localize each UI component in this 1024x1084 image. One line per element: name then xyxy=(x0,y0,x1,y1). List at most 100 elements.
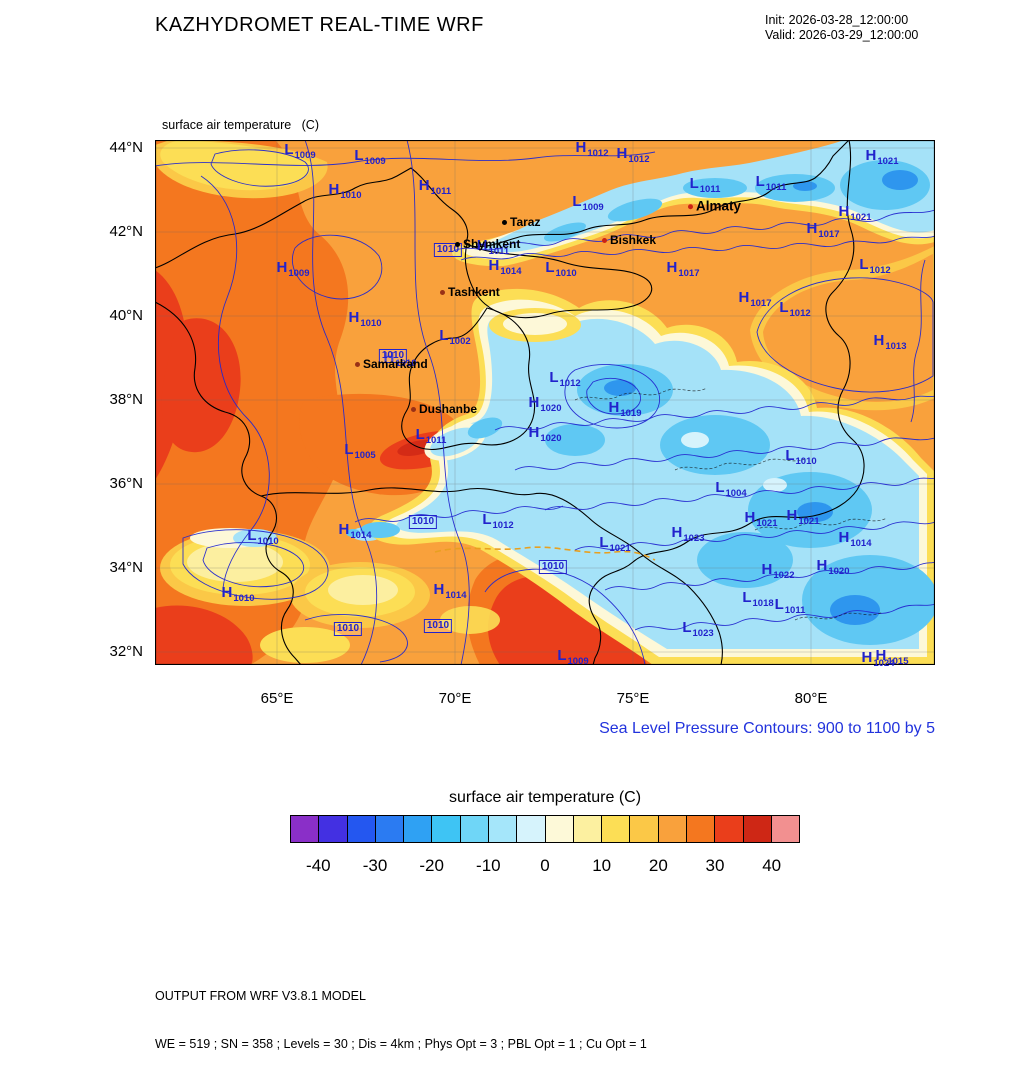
pressure-high-label: H1017 xyxy=(666,259,700,279)
pressure-low-label: L1011 xyxy=(689,175,721,195)
city-marker xyxy=(688,204,693,210)
pressure-low-label: L1012 xyxy=(779,299,811,319)
pressure-low-label: L1011 xyxy=(755,173,787,193)
pressure-low-label: L1004 xyxy=(715,479,747,499)
pressure-low-label: L1011 xyxy=(774,596,806,616)
colorbar-cell xyxy=(602,816,631,842)
colorbar-cell xyxy=(319,816,348,842)
pressure-high-label: H1020 xyxy=(816,557,850,577)
temperature-pressure-map-svg xyxy=(155,140,935,665)
pressure-high-label: H1010 xyxy=(328,181,362,201)
page-title: KAZHYDROMET REAL-TIME WRF xyxy=(155,14,484,36)
colorbar-cell xyxy=(545,816,574,842)
city-marker xyxy=(502,220,507,226)
colorbar-tick-label: -20 xyxy=(419,856,444,875)
run-times: Init: 2026-03-28_12:00:00 Valid: 2026-03… xyxy=(765,13,918,43)
pressure-high-label: H1021 xyxy=(838,203,872,223)
lon-tick-label: 70°E xyxy=(438,690,472,707)
pressure-high-label: H1020 xyxy=(528,424,562,444)
pressure-high-label: H1020 xyxy=(528,394,562,414)
pressure-high-label: H1014 xyxy=(433,581,467,601)
pressure-low-label: L1010 xyxy=(247,527,279,547)
pressure-high-label: H1019 xyxy=(608,399,642,419)
contour-value-label: 1010 xyxy=(333,622,363,636)
pressure-high-label: H1017 xyxy=(738,289,772,309)
pressure-low-label: L1012 xyxy=(549,369,581,389)
city-label-bishkek: Bishkek xyxy=(602,234,656,246)
lat-tick-label: 38°N xyxy=(109,391,143,408)
slp-contour-note: Sea Level Pressure Contours: 900 to 1100… xyxy=(599,720,935,737)
pressure-contour-lines xyxy=(155,140,935,665)
pressure-high-label: H1012 xyxy=(575,139,609,159)
contour-value-label: 1010 xyxy=(538,560,568,574)
map-area: L1009 L1009 H1012 H1012 H1021 H1010 H1011 L1009… xyxy=(155,139,935,669)
pressure-high-label: H1021 xyxy=(786,507,820,527)
colorbar-cell xyxy=(658,816,687,842)
graticule xyxy=(155,140,935,665)
pressure-low-label: L1009 xyxy=(557,647,589,667)
pressure-high-label: H1023 xyxy=(671,524,705,544)
pressure-low-label: L1005 xyxy=(344,441,376,461)
country-borders xyxy=(155,140,865,665)
colorbar-cell xyxy=(771,816,800,842)
colorbar-tick-label: 10 xyxy=(592,856,612,875)
city-label-almaty: Almaty xyxy=(688,199,741,213)
colorbar-tick-label: 20 xyxy=(648,856,668,875)
pressure-high-label: H1009 xyxy=(276,259,310,279)
colorbar-cell xyxy=(347,816,376,842)
city-label-taraz: Taraz xyxy=(502,216,540,228)
pressure-high-label: H1012 xyxy=(616,145,650,165)
pressure-low-label: L1002 xyxy=(439,327,471,347)
colorbar-tick-label: -30 xyxy=(362,856,388,875)
pressure-high-label: H1024 xyxy=(861,649,895,669)
pressure-low-label: L1010 xyxy=(785,447,817,467)
lon-tick-label: 65°E xyxy=(260,690,294,707)
init-time: Init: 2026-03-28_12:00:00 xyxy=(765,13,909,27)
lat-tick-label: 40°N xyxy=(109,307,143,324)
colorbar-cell xyxy=(488,816,518,842)
pressure-low-label: L1023 xyxy=(682,619,714,639)
pressure-high-label: H1010 xyxy=(383,349,417,369)
colorbar-cell xyxy=(432,816,461,842)
city-marker xyxy=(440,290,445,296)
lat-tick-label: 42°N xyxy=(109,223,143,240)
contour-value-label: 1010 xyxy=(408,515,438,529)
footer-model-line: OUTPUT FROM WRF V3.8.1 MODEL xyxy=(155,989,366,1003)
colorbar-tick-label: -40 xyxy=(306,856,331,875)
pressure-low-label: L1021 xyxy=(599,534,631,554)
colorbar-cell xyxy=(460,816,489,842)
pressure-low-label: L1009 xyxy=(572,193,604,213)
colorbar-cell xyxy=(573,816,603,842)
lon-tick-label: 75°E xyxy=(616,690,650,707)
map-frame xyxy=(155,140,935,665)
temperature-fill-layer xyxy=(155,140,935,665)
pressure-low-label: L1011 xyxy=(415,426,447,446)
disputed-border-dashed xyxy=(434,546,656,561)
colorbar-cell xyxy=(686,816,716,842)
pressure-high-label: H1014 xyxy=(838,529,872,549)
colorbar-cell xyxy=(517,816,546,842)
lat-tick-label: 34°N xyxy=(109,559,143,576)
pressure-low-label: L1012 xyxy=(859,256,891,276)
lat-tick-label: 32°N xyxy=(109,643,143,660)
colorbar-cell xyxy=(404,816,433,842)
lat-tick-label: 44°N xyxy=(109,139,143,156)
pressure-high-label: H1011 xyxy=(476,237,510,257)
pressure-high-label: H1015 xyxy=(875,647,909,667)
pressure-high-label: H1014 xyxy=(338,521,372,541)
city-marker xyxy=(355,362,360,368)
city-marker xyxy=(411,407,416,413)
pressure-high-label: H1010 xyxy=(348,309,382,329)
colorbar-cell xyxy=(630,816,659,842)
city-label-dushanbe: Dushanbe xyxy=(411,403,477,415)
colorbar-cell xyxy=(375,816,405,842)
pressure-low-label: L1010 xyxy=(545,259,577,279)
pressure-high-label: H1017 xyxy=(806,220,840,240)
footer: OUTPUT FROM WRF V3.8.1 MODEL WE = 519 ; … xyxy=(155,956,647,1084)
colorbar-ticks: -40 -30 -20 -10 0 10 20 30 40 xyxy=(290,856,800,878)
colorbar-cell xyxy=(291,816,320,842)
city-label-shymkent: Shymkent xyxy=(455,238,520,250)
city-label-tashkent: Tashkent xyxy=(440,286,500,298)
colorbar-cell xyxy=(715,816,744,842)
contour-value-label: 1010 xyxy=(423,619,453,633)
